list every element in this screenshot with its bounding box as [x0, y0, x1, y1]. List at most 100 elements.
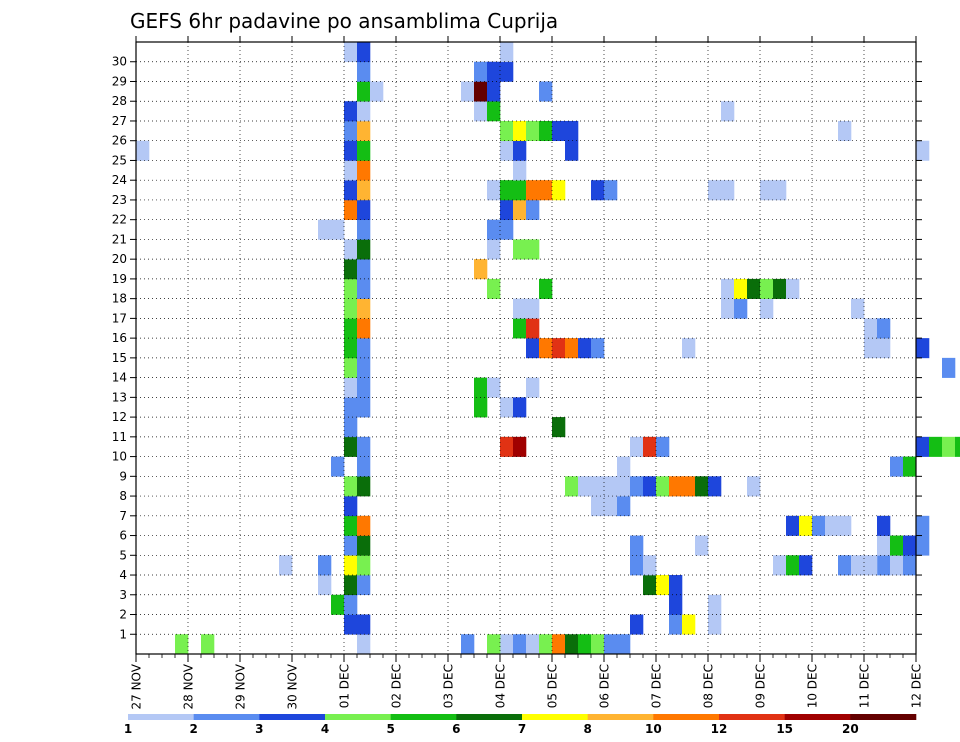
heatmap-cell — [344, 278, 358, 299]
heatmap-cell — [838, 120, 852, 142]
heatmap-cell — [760, 298, 774, 319]
heatmap-cell — [721, 278, 735, 299]
heatmap-cell — [500, 436, 514, 457]
heatmap-cell — [344, 199, 358, 220]
heatmap-cell — [474, 377, 488, 398]
heatmap-cell — [604, 496, 618, 517]
heatmap-cell — [513, 318, 527, 339]
heatmap-cell — [357, 456, 371, 477]
heatmap-cell — [487, 219, 501, 240]
heatmap-cell — [591, 476, 605, 497]
heatmap-cell — [903, 555, 917, 576]
heatmap-cell — [344, 259, 358, 280]
heatmap-cell — [513, 199, 527, 220]
x-axis-dates: 27 NOV 28 NOV 29 NOV 30 NOV 01 DEC 02 DEC 03 D… — [130, 36, 924, 710]
y-tick-label: 11 — [112, 430, 127, 444]
heatmap-cell — [331, 219, 345, 240]
heatmap-cell — [916, 436, 930, 457]
heatmap-cell — [565, 338, 579, 359]
heatmap-cell — [708, 594, 722, 615]
heatmap-cell — [851, 298, 865, 319]
x-tick-label: 10 DEC — [806, 664, 820, 708]
y-tick-label: 17 — [112, 311, 127, 325]
heatmap-cell — [773, 278, 787, 299]
heatmap-cell — [604, 180, 618, 201]
x-tick-label: 02 DEC — [390, 664, 404, 708]
heatmap-cell — [552, 634, 566, 655]
x-tick-label: 01 DEC — [338, 664, 352, 708]
heatmap-cell — [682, 614, 696, 635]
heatmap-cell — [357, 140, 371, 161]
heatmap-cell — [487, 634, 501, 655]
colorbar-segment — [128, 714, 194, 720]
heatmap-cell — [500, 61, 514, 82]
heatmap-cell — [851, 555, 865, 576]
y-tick-label: 2 — [119, 608, 127, 622]
y-tick-label: 18 — [112, 292, 127, 306]
heatmap-cell — [552, 180, 566, 201]
heatmap-cell — [344, 357, 358, 378]
heatmap-cell — [487, 61, 501, 82]
heatmap-cell — [838, 555, 852, 576]
heatmap-cell — [344, 614, 358, 635]
heatmap-cell — [357, 81, 371, 102]
colorbar-segment — [587, 714, 654, 720]
heatmap-cell — [474, 101, 488, 122]
heatmap-cell — [344, 180, 358, 201]
heatmap-cell — [318, 575, 332, 596]
heatmap-cell — [357, 397, 371, 418]
heatmap-cell — [344, 476, 358, 497]
heatmap-cell — [344, 318, 358, 339]
heatmap-cells — [136, 42, 960, 655]
colorbar-label: 5 — [386, 722, 394, 736]
colorbar: 1 2 3 4 5 6 7 8 10 12 15 20 — [124, 714, 917, 736]
colorbar-segment — [193, 714, 260, 720]
heatmap-cell — [903, 456, 917, 477]
heatmap-cell — [708, 614, 722, 635]
heatmap-cell — [539, 81, 553, 102]
heatmap-cell — [357, 357, 371, 378]
heatmap-cell — [370, 81, 384, 102]
colorbar-segment — [784, 714, 851, 720]
chart-title: GEFS 6hr padavine po ansamblima Cuprija — [130, 9, 558, 33]
colorbar-segment — [390, 714, 457, 720]
heatmap-cell — [604, 476, 618, 497]
heatmap-cell — [552, 338, 566, 359]
heatmap-cell — [461, 634, 475, 655]
x-tick-label: 29 NOV — [234, 663, 248, 709]
heatmap-cell — [500, 634, 514, 655]
heatmap-cell — [656, 575, 670, 596]
colorbar-label: 12 — [711, 722, 728, 736]
heatmap-cell — [136, 140, 150, 161]
y-tick-label: 28 — [112, 94, 127, 108]
heatmap-cell — [760, 180, 774, 201]
heatmap-cell — [344, 575, 358, 596]
heatmap-cell — [734, 298, 748, 319]
heatmap-cell — [578, 338, 592, 359]
heatmap-cell — [903, 535, 917, 556]
heatmap-cell — [279, 555, 293, 576]
y-tick-label: 15 — [112, 351, 127, 365]
heatmap-cell — [526, 180, 540, 201]
y-tick-label: 4 — [119, 568, 127, 582]
heatmap-cell — [695, 535, 709, 556]
heatmap-cell — [474, 259, 488, 280]
heatmap-cell — [487, 180, 501, 201]
heatmap-cell — [344, 160, 358, 181]
y-tick-label: 16 — [112, 331, 127, 345]
heatmap-cell — [461, 81, 475, 102]
heatmap-cell — [734, 278, 748, 299]
heatmap-cell — [487, 377, 501, 398]
heatmap-cell — [825, 515, 839, 536]
heatmap-cell — [500, 42, 514, 63]
y-tick-label: 25 — [112, 153, 127, 167]
heatmap-cell — [357, 535, 371, 556]
heatmap-cell — [344, 555, 358, 576]
heatmap-cell — [526, 120, 540, 142]
heatmap-cell — [877, 338, 891, 359]
heatmap-cell — [929, 436, 943, 457]
y-tick-label: 5 — [119, 548, 127, 562]
heatmap-cell — [916, 535, 930, 556]
heatmap-cell — [812, 515, 826, 536]
heatmap-cell — [513, 634, 527, 655]
